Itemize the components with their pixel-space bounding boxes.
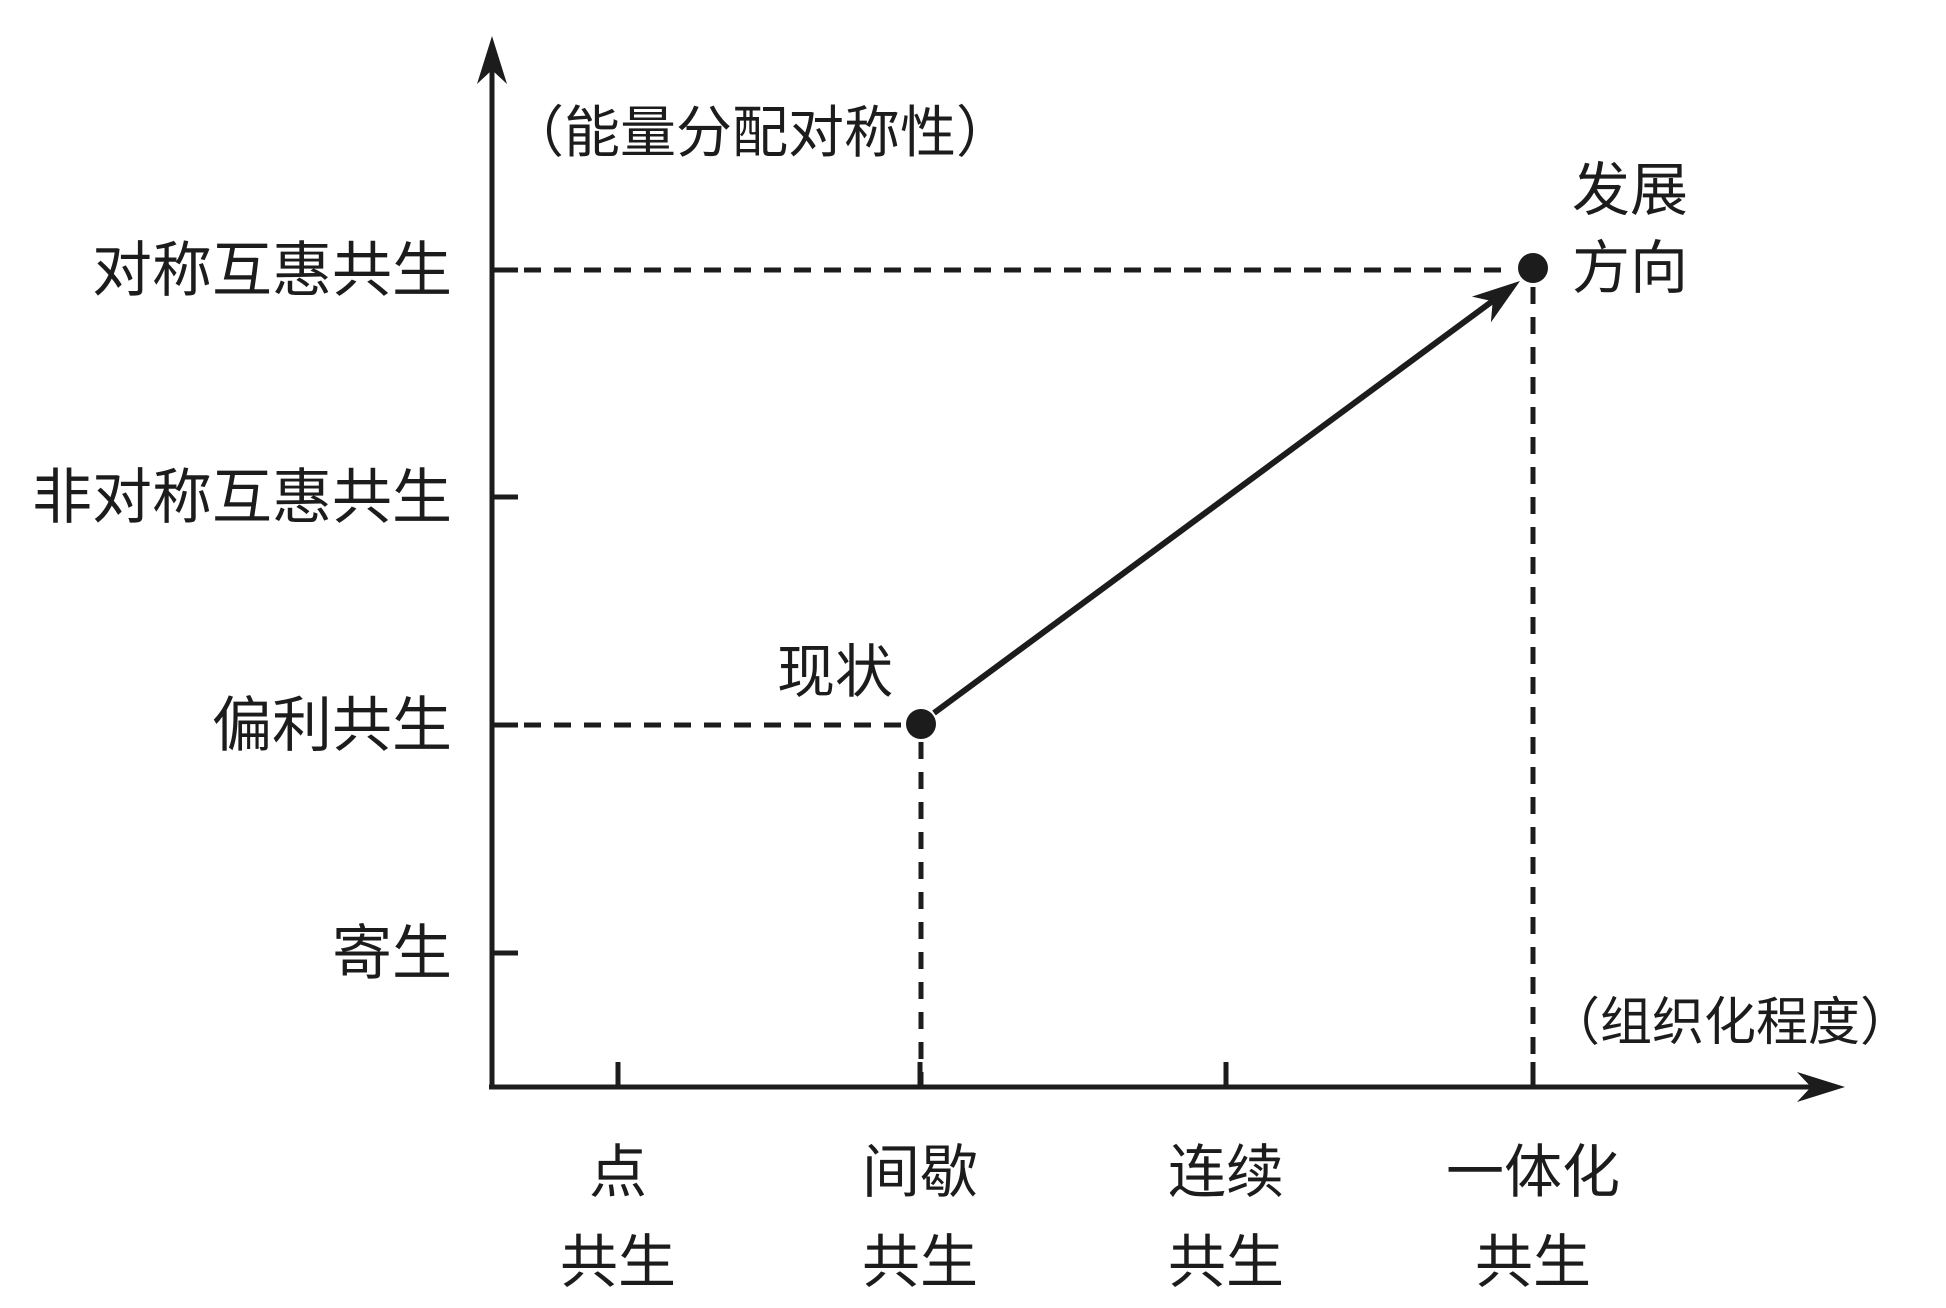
x-label-integrated-symbiosis-line2: 共生	[1475, 1230, 1591, 1295]
y-label-asymmetric-mutualism: 非对称互惠共生	[32, 465, 452, 531]
direction-point	[1518, 253, 1548, 283]
y-label-symmetric-mutualism: 对称互惠共生	[92, 238, 452, 304]
development-arrow	[932, 281, 1520, 716]
x-label-intermittent-symbiosis-line2: 共生	[862, 1230, 978, 1295]
y-label-commensalism: 偏利共生	[212, 693, 452, 759]
y-axis-arrowhead-icon	[477, 36, 507, 84]
x-label-integrated-symbiosis-line1: 一体化	[1446, 1140, 1620, 1205]
x-axis-arrowhead-icon	[1797, 1072, 1845, 1102]
y-axis-title: （能量分配对称性）	[508, 103, 1012, 165]
x-label-point-symbiosis-line2: 共生	[560, 1230, 676, 1295]
labels: （能量分配对称性） （组织化程度） 对称互惠共生 非对称互惠共生 偏利共生 寄生…	[32, 103, 1912, 1295]
x-axis-title: （组织化程度）	[1548, 995, 1912, 1052]
x-label-intermittent-symbiosis-line1: 间歇	[862, 1140, 978, 1205]
current-state-point	[906, 709, 936, 739]
axes	[477, 36, 1845, 1102]
x-label-continuous-symbiosis-line1: 连续	[1168, 1140, 1284, 1205]
data-points	[906, 253, 1548, 739]
x-label-point-symbiosis-line1: 点	[589, 1140, 647, 1205]
y-label-parasitism: 寄生	[332, 921, 452, 987]
guide-lines	[494, 267, 1536, 1085]
x-label-continuous-symbiosis-line2: 共生	[1168, 1230, 1284, 1295]
x-axis-ticks	[615, 1062, 1536, 1085]
development-arrowhead-icon	[1471, 281, 1520, 323]
direction-label-line2: 方向	[1572, 236, 1688, 301]
direction-label-line1: 发展	[1572, 158, 1688, 223]
development-arrow-line	[932, 297, 1496, 716]
current-state-label: 现状	[777, 640, 893, 705]
